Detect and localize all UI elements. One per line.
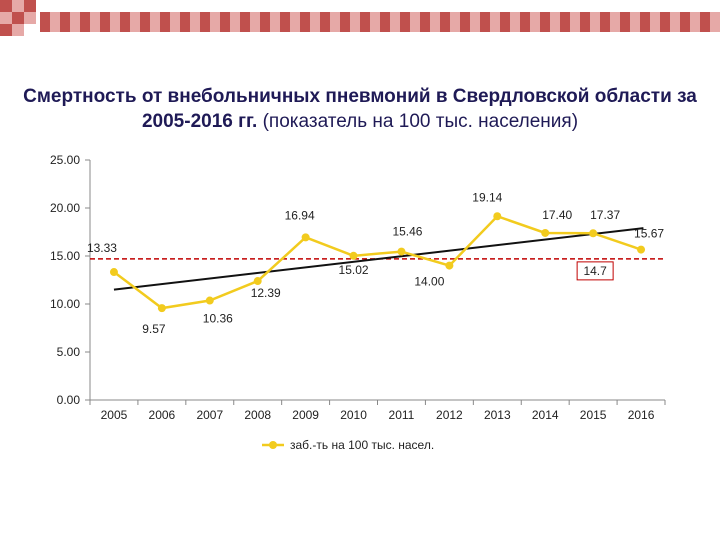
data-point <box>541 228 550 237</box>
deco-square <box>12 24 24 36</box>
trend-line <box>113 227 644 291</box>
y-tick-label: 15.00 <box>50 249 80 263</box>
x-tick-label: 2006 <box>149 408 176 422</box>
deco-square <box>0 0 12 12</box>
data-point <box>493 212 502 221</box>
y-tick-label: 20.00 <box>50 201 80 215</box>
data-point <box>445 261 454 270</box>
x-tick-label: 2007 <box>196 408 223 422</box>
data-point <box>349 251 358 260</box>
data-label: 17.40 <box>542 208 572 222</box>
data-point <box>301 233 310 242</box>
data-label: 10.36 <box>203 312 233 326</box>
data-point <box>109 268 118 277</box>
x-tick-label: 2016 <box>628 408 655 422</box>
data-label: 19.14 <box>472 190 502 204</box>
chart-title-bold: Смертность от внебольничных пневмоний в … <box>23 86 697 132</box>
deco-square <box>24 12 36 24</box>
chart-title: Смертность от внебольничных пневмоний в … <box>0 84 720 134</box>
x-tick-label: 2014 <box>532 408 559 422</box>
data-point <box>205 296 214 305</box>
reference-label-box <box>576 261 614 281</box>
deco-square <box>0 12 12 24</box>
data-label: 17.37 <box>590 208 620 222</box>
data-label: 14.00 <box>414 275 444 289</box>
legend-marker <box>269 441 277 449</box>
x-tick-label: 2011 <box>389 408 415 422</box>
header-pattern-bar <box>40 12 720 32</box>
data-point <box>157 304 166 313</box>
data-point <box>589 229 598 238</box>
y-tick-label: 5.00 <box>57 345 81 359</box>
data-point <box>637 245 646 254</box>
deco-square <box>12 0 24 12</box>
y-tick-label: 0.00 <box>57 393 81 407</box>
y-tick-label: 10.00 <box>50 297 80 311</box>
deco-square <box>24 0 36 12</box>
x-tick-label: 2010 <box>340 408 367 422</box>
x-tick-label: 2009 <box>292 408 319 422</box>
x-tick-label: 2013 <box>484 408 511 422</box>
x-tick-label: 2012 <box>436 408 463 422</box>
data-label: 12.39 <box>251 286 281 300</box>
data-label: 15.46 <box>392 225 422 239</box>
reference-label: 14.7 <box>583 264 607 278</box>
data-label: 16.94 <box>285 208 315 222</box>
x-tick-label: 2015 <box>580 408 607 422</box>
data-point <box>253 277 262 286</box>
data-label: 15.67 <box>634 227 664 241</box>
y-tick-label: 25.00 <box>50 153 80 167</box>
data-label: 15.02 <box>339 263 369 277</box>
data-point <box>397 247 406 256</box>
deco-square <box>0 24 12 36</box>
data-label: 9.57 <box>142 322 166 336</box>
x-tick-label: 2008 <box>244 408 271 422</box>
x-tick-label: 2005 <box>101 408 128 422</box>
chart-title-normal: (показатель на 100 тыс. населения) <box>262 111 579 132</box>
legend-label: заб.-ть на 100 тыс. насел. <box>290 438 434 452</box>
data-label: 13.33 <box>87 241 117 255</box>
deco-square <box>12 12 24 24</box>
series-line <box>113 214 642 310</box>
